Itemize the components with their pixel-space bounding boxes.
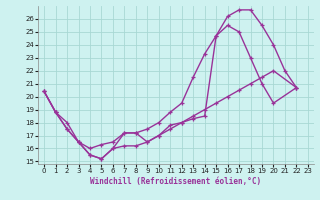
X-axis label: Windchill (Refroidissement éolien,°C): Windchill (Refroidissement éolien,°C) xyxy=(91,177,261,186)
